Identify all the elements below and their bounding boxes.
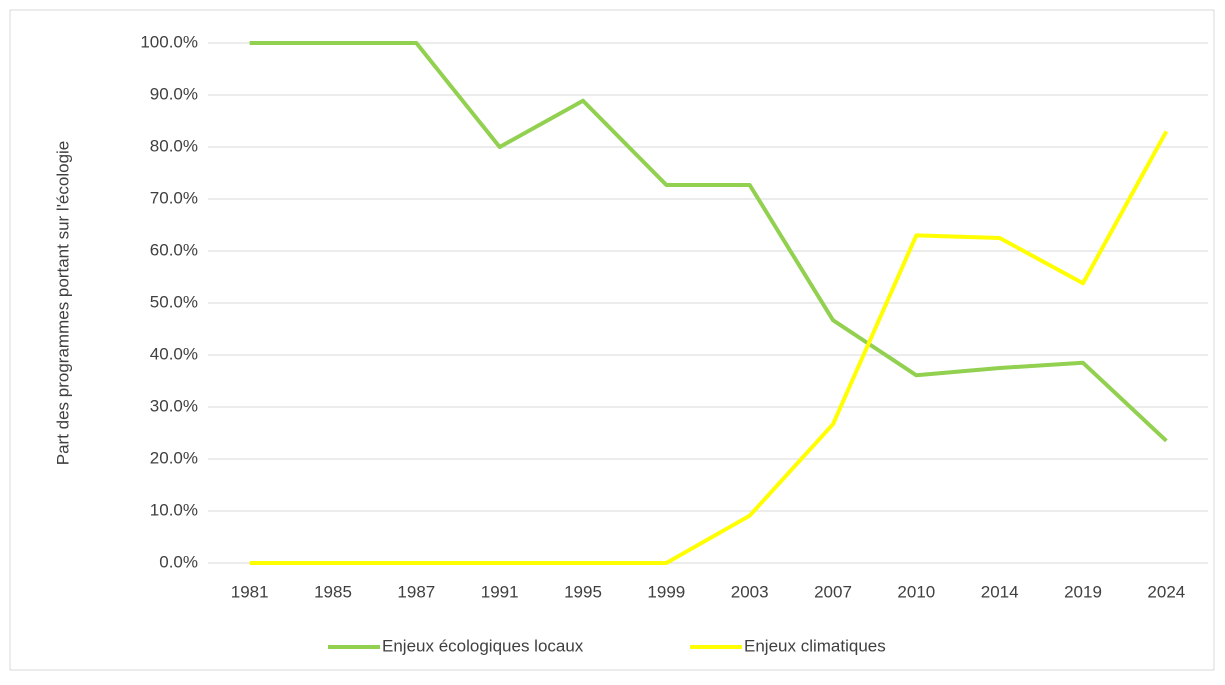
- x-tick-label: 2007: [814, 582, 852, 601]
- x-tick-label: 2019: [1064, 582, 1102, 601]
- y-tick-label: 80.0%: [150, 136, 198, 155]
- x-tick-label: 2024: [1147, 582, 1185, 601]
- y-tick-label: 20.0%: [150, 448, 198, 467]
- series-line: [249, 130, 1169, 565]
- y-tick-label: 10.0%: [150, 500, 198, 519]
- x-tick-label: 1987: [397, 582, 435, 601]
- series-line: [249, 41, 1168, 443]
- x-tick-label: 1995: [564, 582, 602, 601]
- y-axis-label: Part des programmes portant sur l'écolog…: [53, 141, 72, 466]
- x-tick-label: 1985: [314, 582, 352, 601]
- y-tick-label: 70.0%: [150, 188, 198, 207]
- legend-label: Enjeux écologiques locaux: [382, 636, 584, 655]
- x-tick-label: 1991: [481, 582, 519, 601]
- x-tick-label: 1999: [647, 582, 685, 601]
- y-tick-label: 40.0%: [150, 344, 198, 363]
- x-tick-label: 2010: [897, 582, 935, 601]
- y-tick-label: 60.0%: [150, 240, 198, 259]
- legend-label: Enjeux climatiques: [744, 636, 886, 655]
- y-tick-label: 50.0%: [150, 292, 198, 311]
- y-tick-label: 0.0%: [159, 552, 198, 571]
- y-tick-label: 30.0%: [150, 396, 198, 415]
- x-tick-label: 2014: [981, 582, 1019, 601]
- y-tick-label: 100.0%: [140, 32, 198, 51]
- y-tick-label: 90.0%: [150, 84, 198, 103]
- x-tick-label: 2003: [731, 582, 769, 601]
- x-tick-label: 1981: [231, 582, 269, 601]
- chart-border: [9, 9, 1215, 671]
